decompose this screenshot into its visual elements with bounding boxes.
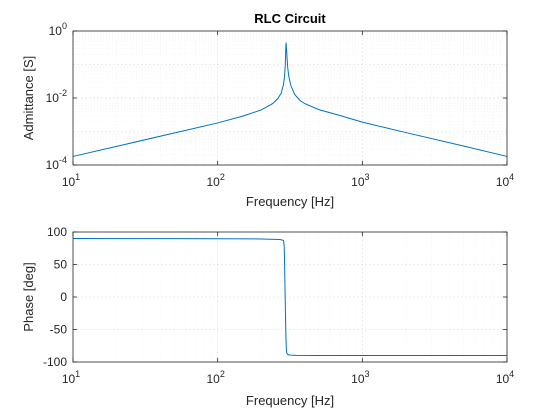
x-tick-base: 10 (206, 372, 220, 386)
x-tick-label: 104 (496, 172, 514, 189)
y-tick-label: 100 (49, 21, 67, 38)
x-axis-label: Frequency [Hz] (246, 393, 334, 408)
y-tick-label: 50 (54, 258, 68, 272)
x-tick-exponent: 3 (365, 369, 370, 379)
y-tick-label: -50 (50, 323, 68, 337)
x-tick-exponent: 4 (509, 172, 514, 182)
x-tick-base: 10 (62, 175, 76, 189)
x-tick-base: 10 (496, 175, 510, 189)
y-tick-exponent: -2 (59, 88, 67, 98)
x-tick-base: 10 (62, 372, 76, 386)
x-tick-label: 101 (62, 369, 80, 386)
y-axis-label: Phase [deg] (21, 262, 36, 331)
y-tick-label: 0 (60, 290, 67, 304)
x-tick-exponent: 4 (509, 369, 514, 379)
y-tick-base: 10 (46, 91, 60, 105)
x-tick-base: 10 (351, 175, 365, 189)
x-tick-exponent: 3 (365, 172, 370, 182)
y-tick-base: 10 (46, 158, 60, 172)
x-tick-label: 102 (206, 172, 224, 189)
x-tick-exponent: 1 (75, 172, 80, 182)
y-tick-label: 100 (47, 225, 67, 239)
y-tick-exponent: 0 (62, 21, 67, 31)
y-grid (73, 30, 507, 166)
x-tick-label: 101 (62, 172, 80, 189)
x-axis-label: Frequency [Hz] (246, 194, 334, 209)
x-tick-base: 10 (206, 175, 220, 189)
y-tick-base: 10 (49, 24, 63, 38)
series-line (72, 42, 508, 157)
x-tick-exponent: 1 (75, 369, 80, 379)
x-tick-label: 104 (496, 369, 514, 386)
x-tick-exponent: 2 (220, 172, 225, 182)
x-tick-label: 103 (351, 172, 369, 189)
series-line (72, 238, 507, 356)
y-tick-label: 10-2 (46, 88, 67, 105)
y-tick-exponent: -4 (59, 155, 67, 165)
y-axis-label: Admittance [S] (21, 56, 36, 141)
x-tick-base: 10 (496, 372, 510, 386)
x-tick-base: 10 (351, 372, 365, 386)
x-tick-label: 103 (351, 369, 369, 386)
y-tick-label: 10-4 (46, 155, 67, 172)
y-tick-label: -100 (43, 355, 67, 369)
x-tick-label: 102 (206, 369, 224, 386)
x-tick-exponent: 2 (220, 369, 225, 379)
chart-title: RLC Circuit (254, 11, 326, 26)
